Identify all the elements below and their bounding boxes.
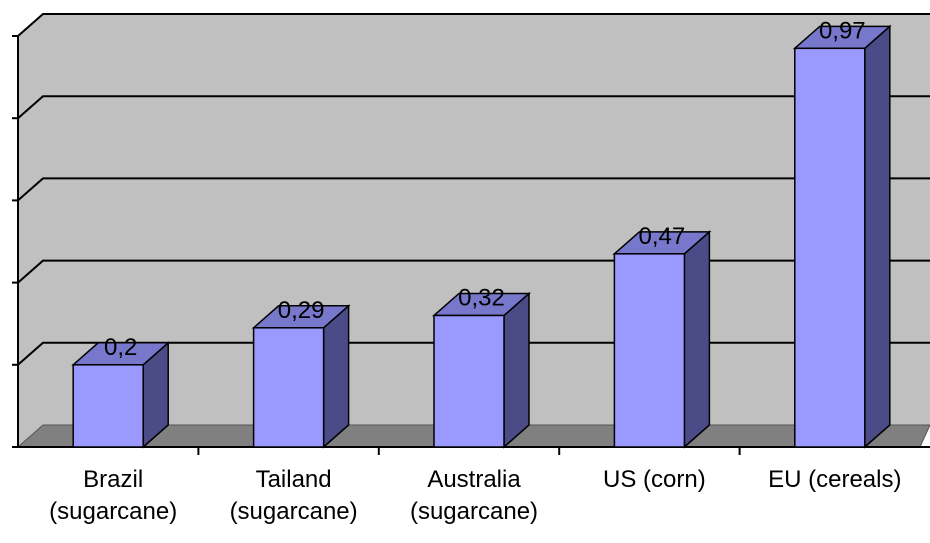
value-label: 0,29: [278, 297, 325, 324]
category-label: Brazil (sugarcane): [49, 466, 178, 525]
bar-front: [613, 253, 686, 448]
gridline: [17, 95, 930, 119]
bar-front: [72, 364, 144, 448]
value-label: 0,47: [639, 223, 686, 250]
category-label: US (corn): [603, 466, 706, 493]
category-label: EU (cereals): [768, 466, 902, 493]
value-label: 0,2: [104, 334, 137, 361]
category-label: Tailand (sugarcane): [229, 466, 358, 525]
bar: [251, 304, 351, 449]
category-label: Australia (sugarcane): [409, 466, 539, 525]
bar: [71, 341, 171, 449]
bar: [612, 230, 712, 449]
value-label: 0,97: [819, 17, 866, 44]
bar: [432, 291, 531, 449]
bar-side: [683, 230, 711, 449]
bar-side: [322, 304, 350, 449]
bar-front: [433, 314, 505, 448]
gridline: [17, 177, 930, 202]
bars: [71, 24, 892, 449]
bar-side: [864, 24, 891, 449]
value-labels: 0,2 0,29 0,32 0,47 0,97: [104, 17, 866, 360]
bar-side: [503, 291, 530, 449]
bar-front: [794, 47, 866, 448]
bar: [792, 24, 892, 449]
value-label: 0,32: [458, 284, 505, 311]
bar-front: [252, 327, 325, 448]
gridline: [17, 13, 930, 37]
